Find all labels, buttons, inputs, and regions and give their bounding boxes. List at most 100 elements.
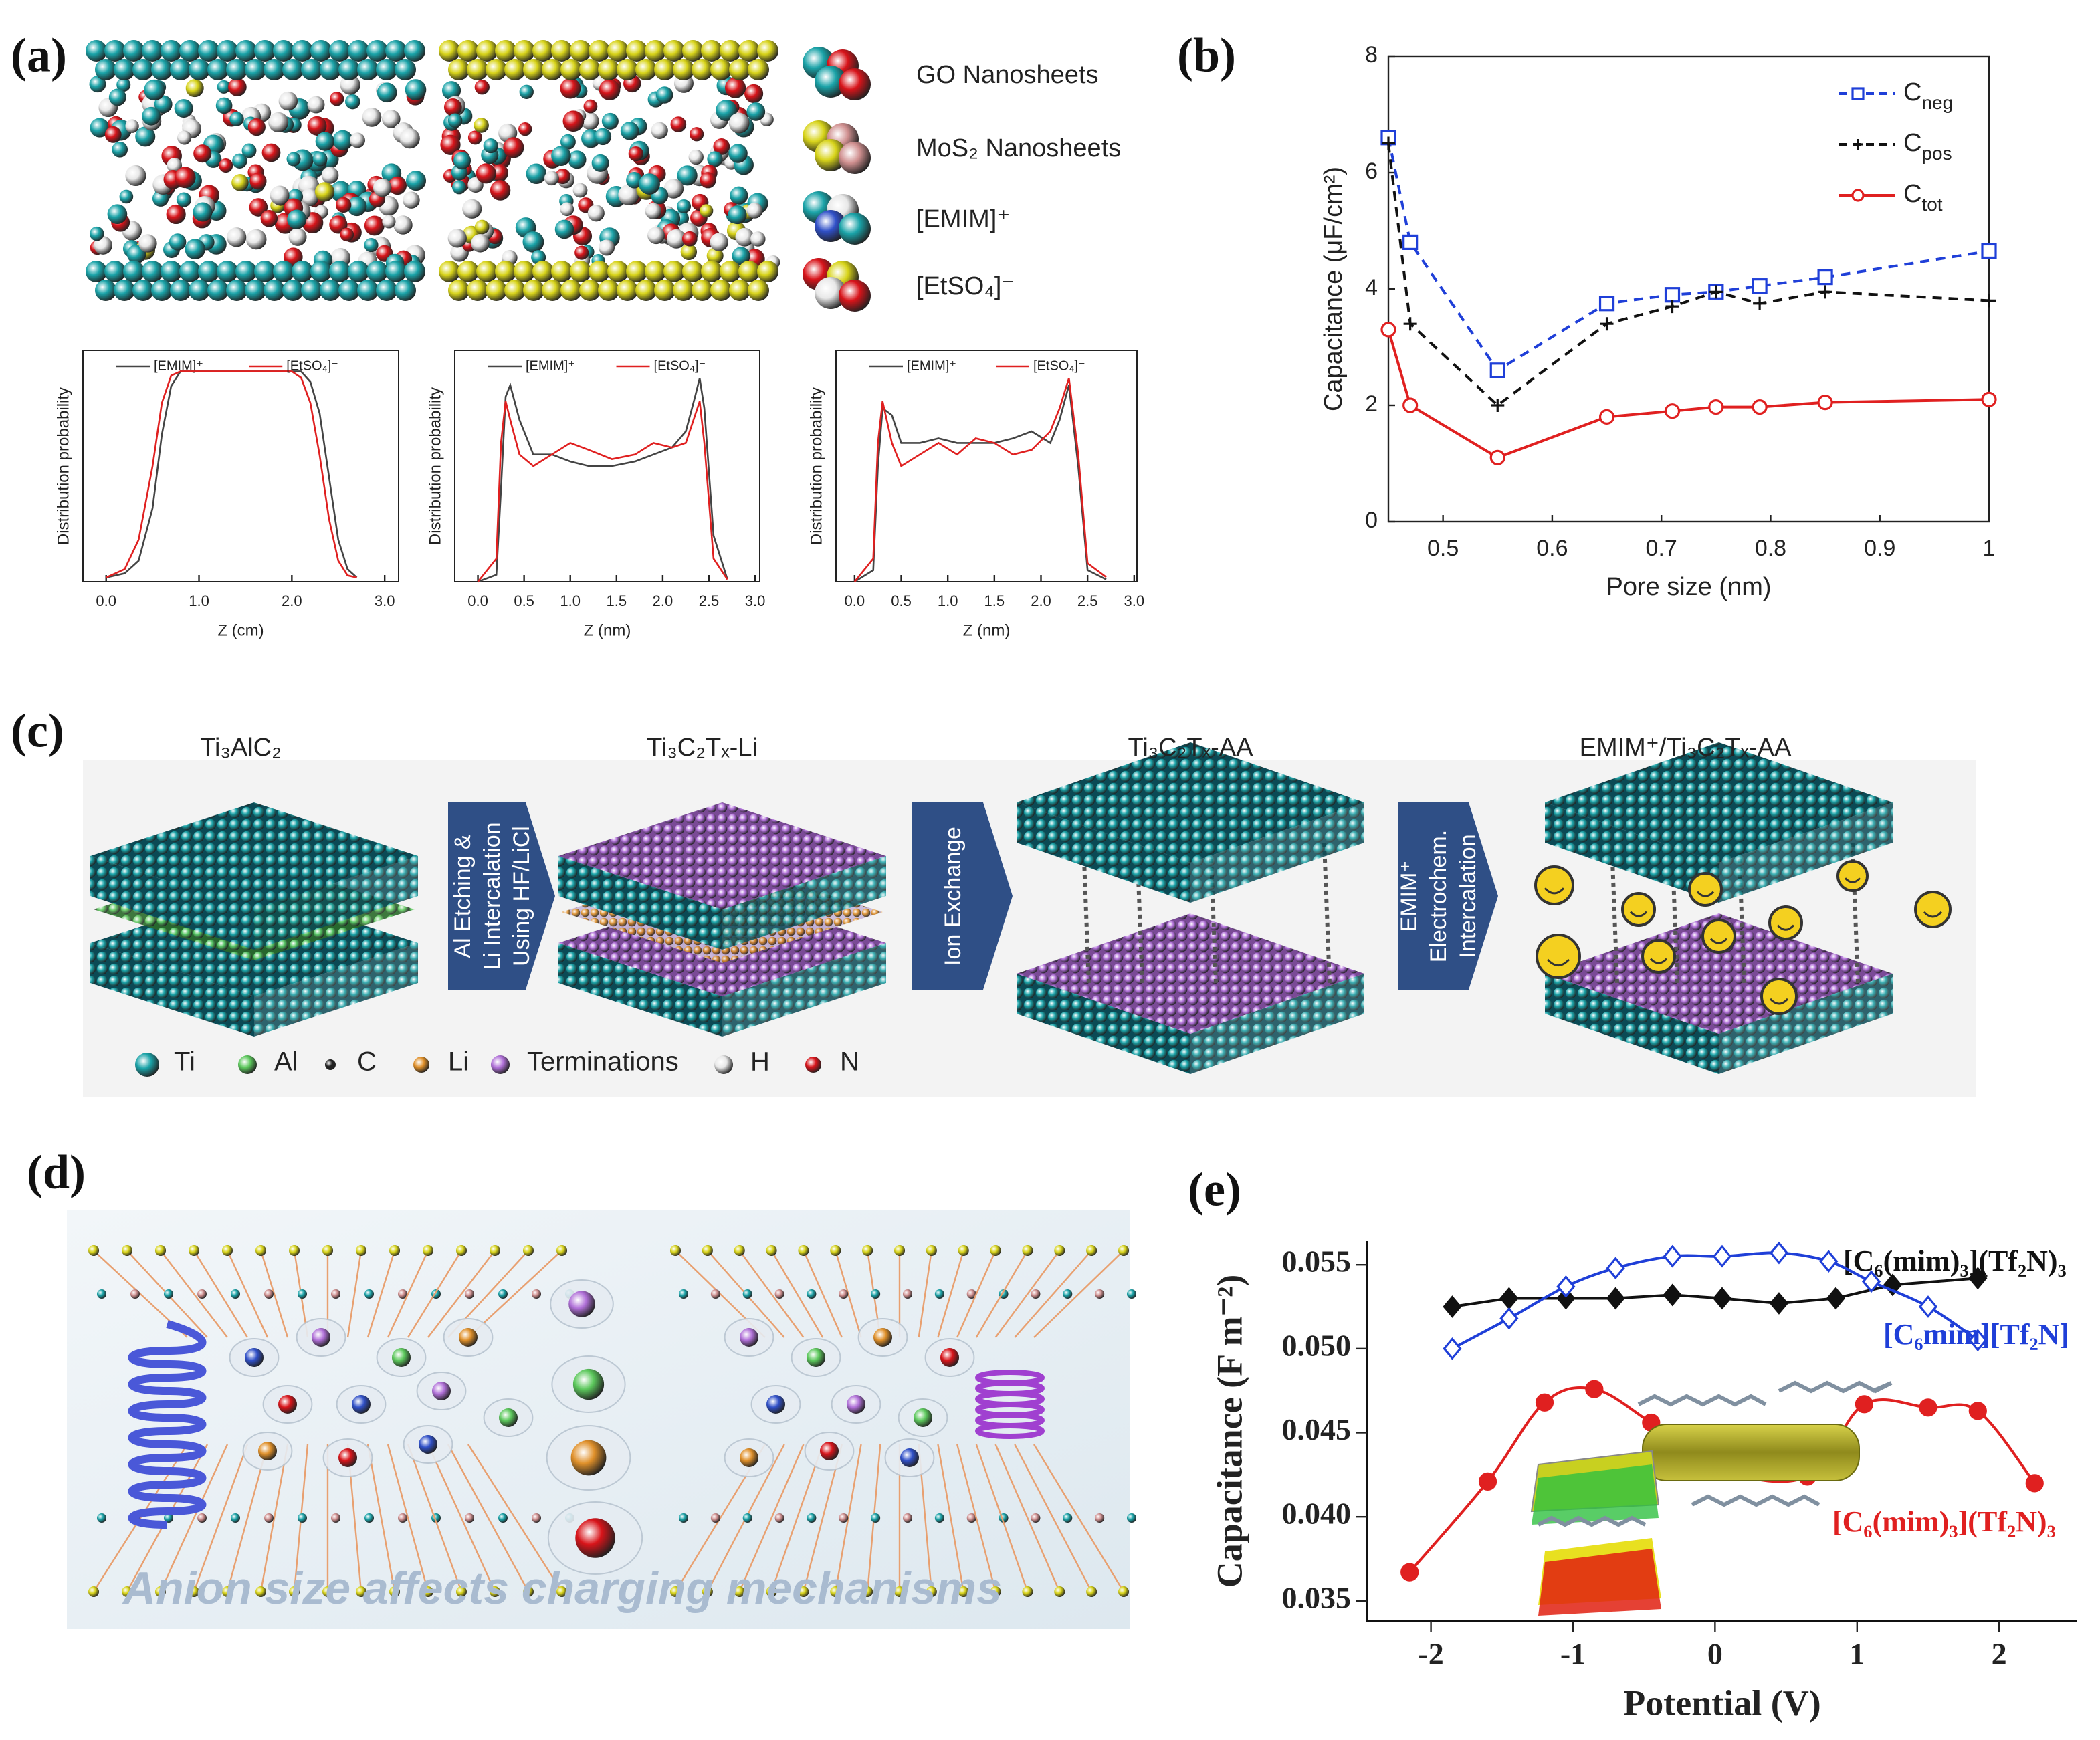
mesh-atom: [839, 1513, 849, 1523]
atom: [628, 146, 643, 162]
marker: [1535, 1393, 1554, 1412]
atom: [217, 40, 238, 62]
atom: [574, 245, 589, 260]
atom: [523, 59, 544, 80]
mesh-atom: [807, 1513, 817, 1523]
mesh-atom: [990, 1245, 1001, 1256]
atom: [405, 79, 427, 100]
mesh-atom: [679, 1513, 688, 1523]
mesh-atom: [364, 1513, 374, 1523]
atom: [179, 40, 201, 62]
mesh: [259, 1250, 289, 1338]
atom: [338, 1448, 357, 1467]
mesh-atom: [766, 1586, 777, 1597]
atom: [839, 280, 871, 312]
mesh-atom: [1086, 1245, 1097, 1256]
atom: [532, 261, 554, 282]
atom: [504, 280, 526, 301]
atom: [310, 40, 332, 62]
atom: [457, 261, 479, 282]
panel-label: (d): [27, 1146, 86, 1199]
slab-left: [90, 943, 254, 1037]
atom: [404, 40, 425, 62]
atom: [329, 40, 350, 62]
mesh-atom: [798, 1586, 809, 1597]
mesh-atom: [556, 1586, 567, 1597]
atom: [710, 59, 732, 80]
atom: [504, 59, 526, 80]
stage-title: EMIM⁺/Ti₃C₂Tₓ-AA: [1580, 734, 1792, 762]
atom: [151, 59, 173, 80]
mesh-atom: [130, 1289, 140, 1299]
series-label: [C₆(mim)₃](Tf₂N)₃: [1843, 1244, 2067, 1277]
mesh-atom: [807, 1289, 817, 1299]
ion-face: [1844, 877, 1861, 883]
mesh: [427, 1250, 496, 1338]
atom: [219, 158, 233, 173]
atom: [235, 40, 257, 62]
legend-text: [EtSO₄]⁻: [1033, 358, 1085, 373]
atom: [385, 261, 407, 282]
sheet: [1532, 1464, 1659, 1525]
mesh: [975, 1444, 1029, 1592]
atom: [555, 169, 571, 185]
atom: [169, 233, 187, 251]
mesh-atom: [926, 1245, 937, 1256]
mesh-atom: [798, 1245, 809, 1256]
atom: [329, 261, 350, 282]
atom: [560, 59, 582, 80]
marker: [1585, 1380, 1604, 1398]
atom: [735, 227, 754, 247]
atom: [728, 144, 748, 163]
marker: [1556, 1275, 1576, 1298]
atom: [839, 142, 871, 174]
atom: [381, 110, 401, 128]
atom: [340, 227, 354, 242]
atom: [940, 1348, 959, 1367]
x-tick-label: 1.5: [984, 592, 1005, 609]
legend-text: [EtSO₄]⁻: [286, 358, 338, 373]
legend-text: H: [750, 1047, 770, 1077]
marker: [1968, 1329, 1988, 1352]
mesh-atom: [498, 1513, 508, 1523]
atom: [198, 261, 219, 282]
atom: [95, 59, 116, 80]
mesh-atom: [1095, 1289, 1105, 1299]
atom: [385, 40, 407, 62]
atom: [748, 280, 769, 301]
atom: [260, 210, 278, 227]
atom: [598, 59, 619, 80]
atom: [288, 227, 307, 246]
marker: [1883, 1273, 1902, 1297]
atom: [452, 180, 467, 195]
ion: [1621, 892, 1656, 927]
mesh-atom: [231, 1513, 240, 1523]
atom: [114, 59, 135, 80]
atom: [161, 40, 182, 62]
atom: [282, 59, 304, 80]
mesh: [193, 1250, 249, 1338]
slab-left: [558, 943, 722, 1037]
atom: [264, 280, 285, 301]
ion-face: [1776, 924, 1795, 931]
slab-left: [1545, 802, 1719, 903]
x-tick-label: 1: [1849, 1637, 1865, 1671]
mesh-atom: [1063, 1289, 1073, 1299]
atom: [651, 122, 668, 139]
y-tick-label: 0.055: [1282, 1244, 1352, 1279]
atom: [332, 130, 353, 151]
marker: [1851, 189, 1865, 202]
mesh-atom: [88, 1586, 99, 1597]
mesh-atom: [894, 1586, 905, 1597]
atom: [329, 92, 344, 106]
mesh-atom: [222, 1586, 233, 1597]
mesh-atom: [903, 1513, 912, 1523]
mesh-atom: [197, 1513, 207, 1523]
marker: [1556, 1287, 1576, 1310]
slab-right: [1719, 802, 1893, 903]
x-tick-label: 0.5: [891, 592, 912, 609]
atom: [241, 143, 257, 158]
atom: [443, 98, 462, 116]
